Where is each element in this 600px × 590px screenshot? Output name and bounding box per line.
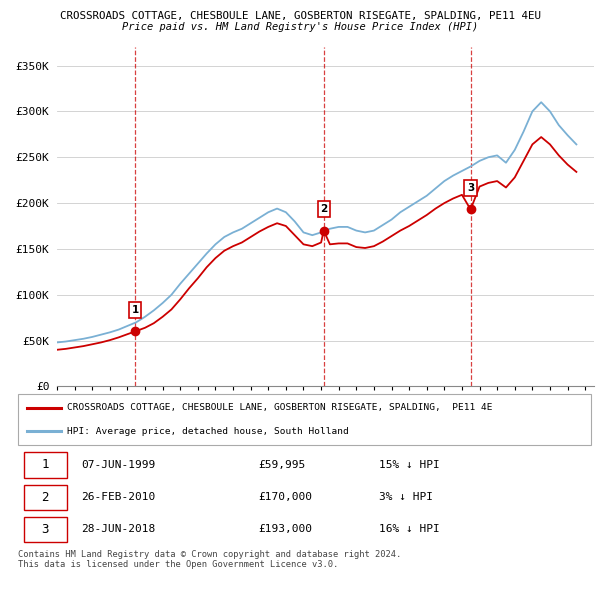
Text: £170,000: £170,000	[259, 492, 313, 502]
Text: 26-FEB-2010: 26-FEB-2010	[81, 492, 155, 502]
FancyBboxPatch shape	[24, 517, 67, 542]
Text: Contains HM Land Registry data © Crown copyright and database right 2024.
This d: Contains HM Land Registry data © Crown c…	[18, 550, 401, 569]
Text: 28-JUN-2018: 28-JUN-2018	[81, 524, 155, 534]
Text: 3% ↓ HPI: 3% ↓ HPI	[379, 492, 433, 502]
Text: 3: 3	[41, 523, 49, 536]
Text: 1: 1	[131, 305, 139, 315]
Text: £193,000: £193,000	[259, 524, 313, 534]
FancyBboxPatch shape	[24, 484, 67, 510]
Text: 16% ↓ HPI: 16% ↓ HPI	[379, 524, 440, 534]
Text: 2: 2	[320, 204, 328, 214]
FancyBboxPatch shape	[24, 453, 67, 477]
Text: 15% ↓ HPI: 15% ↓ HPI	[379, 460, 440, 470]
Text: CROSSROADS COTTAGE, CHESBOULE LANE, GOSBERTON RISEGATE, SPALDING, PE11 4EU: CROSSROADS COTTAGE, CHESBOULE LANE, GOSB…	[59, 11, 541, 21]
Text: 07-JUN-1999: 07-JUN-1999	[81, 460, 155, 470]
Text: 1: 1	[41, 458, 49, 471]
Text: 3: 3	[467, 183, 474, 193]
Text: £59,995: £59,995	[259, 460, 306, 470]
Text: 2: 2	[41, 490, 49, 504]
Text: CROSSROADS COTTAGE, CHESBOULE LANE, GOSBERTON RISEGATE, SPALDING,  PE11 4E: CROSSROADS COTTAGE, CHESBOULE LANE, GOSB…	[67, 403, 492, 412]
Text: Price paid vs. HM Land Registry's House Price Index (HPI): Price paid vs. HM Land Registry's House …	[122, 22, 478, 32]
Text: HPI: Average price, detached house, South Holland: HPI: Average price, detached house, Sout…	[67, 427, 349, 436]
